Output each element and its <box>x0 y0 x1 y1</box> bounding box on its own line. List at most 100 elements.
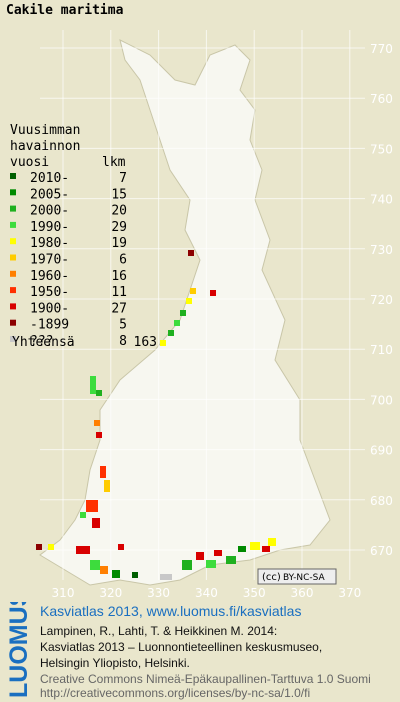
occurrence <box>180 310 186 316</box>
north-label: 740 <box>370 193 393 207</box>
east-label: 370 <box>338 586 361 600</box>
east-label: 350 <box>243 586 266 600</box>
legend-count: 29 <box>111 220 127 235</box>
footer-citation: Lampinen, R., Lahti, T. & Heikkinen M. 2… <box>40 623 322 671</box>
occurrence <box>206 560 216 568</box>
legend-label: 1980- <box>30 236 69 251</box>
license-badge: (cc) BY-NC-SA <box>257 568 337 585</box>
occurrence <box>104 480 110 492</box>
occurrence <box>210 290 216 296</box>
east-label: 310 <box>52 586 75 600</box>
occurrence <box>160 340 166 346</box>
legend-swatch <box>10 173 16 179</box>
legend-swatch <box>10 270 16 277</box>
occurrence <box>262 546 270 552</box>
occurrence <box>132 572 138 578</box>
occurrence <box>160 574 172 580</box>
occurrence <box>92 518 100 528</box>
legend-swatch <box>10 189 16 196</box>
legend-swatch <box>10 205 16 212</box>
legend-heading: havainnon <box>10 139 80 154</box>
badge-cc: (cc) <box>262 572 281 583</box>
east-label: 340 <box>195 586 218 600</box>
license-line: http://creativecommons.org/licenses/by-n… <box>40 686 311 700</box>
occurrence <box>48 544 54 550</box>
north-label: 680 <box>370 494 393 508</box>
east-label: 360 <box>291 586 314 600</box>
luomus-logo: LUOMUS <box>5 602 33 698</box>
east-label: 330 <box>147 586 170 600</box>
legend-swatch <box>10 336 16 342</box>
species-title: Cakile maritima <box>6 3 124 18</box>
legend-count: 16 <box>111 269 127 284</box>
legend-label: 1960- <box>30 269 69 284</box>
citation-line: Helsingin Yliopisto, Helsinki. <box>40 656 190 670</box>
north-label: 730 <box>370 243 393 257</box>
occurrence <box>186 298 192 304</box>
east-label: 320 <box>99 586 122 600</box>
legend-swatch <box>10 319 16 326</box>
citation-line: Lampinen, R., Lahti, T. & Heikkinen M. 2… <box>40 624 278 638</box>
footer-license: Creative Commons Nimeä-Epäkaupallinen-Ta… <box>40 672 371 700</box>
occurrence <box>118 544 124 550</box>
legend-count: 8 <box>119 334 127 349</box>
occurrence <box>80 512 86 518</box>
occurrence <box>268 538 276 546</box>
north-label: 760 <box>370 92 393 106</box>
legend-swatch <box>10 303 16 310</box>
north-label: 710 <box>370 343 393 357</box>
legend-count: 11 <box>111 285 127 300</box>
occurrence <box>94 420 100 426</box>
north-label: 720 <box>370 293 393 307</box>
footer-headline: Kasviatlas 2013, www.luomus.fi/kasviatla… <box>40 603 302 619</box>
occurrence <box>214 550 222 556</box>
occurrence <box>100 566 108 574</box>
occurrence-squares <box>36 250 276 580</box>
legend-total-label: Yhteensä <box>12 335 75 350</box>
north-label: 750 <box>370 142 393 156</box>
citation-line: Kasviatlas 2013 – Luonnontieteellinen ke… <box>40 640 323 654</box>
occurrence <box>226 556 236 564</box>
legend-label: 1970- <box>30 253 69 268</box>
occurrence <box>76 546 90 554</box>
occurrence <box>190 288 196 294</box>
legend-label: 2010- <box>30 171 69 186</box>
badge-terms: BY-NC-SA <box>283 573 326 583</box>
legend-column: vuosi <box>10 155 49 170</box>
badge-frame <box>257 568 337 585</box>
legend-count: 15 <box>111 187 127 202</box>
legend-count: 6 <box>119 253 127 268</box>
north-label: 700 <box>370 393 393 407</box>
legend-swatch <box>10 238 16 245</box>
occurrence <box>36 544 42 550</box>
legend-label: 1990- <box>30 220 69 235</box>
occurrence <box>96 432 102 438</box>
legend-count: 19 <box>111 236 127 251</box>
legend-label: ??? <box>30 334 53 349</box>
occurrence <box>86 500 98 512</box>
occurrence <box>90 376 96 394</box>
occurrence <box>90 560 100 570</box>
occurrence <box>196 552 204 560</box>
logo: LUOMUS <box>5 602 33 698</box>
legend-label: 2005- <box>30 187 69 202</box>
occurrence <box>96 390 102 396</box>
legend-label: 2000- <box>30 204 69 219</box>
occurrence <box>188 250 194 256</box>
occurrence <box>168 330 174 336</box>
legend-count: 20 <box>111 204 127 219</box>
legend-heading: Vuusimman <box>10 123 80 138</box>
legend-count: 27 <box>111 301 127 316</box>
legend-count: 5 <box>119 318 127 333</box>
legend-label: 1900- <box>30 301 69 316</box>
north-label: 770 <box>370 42 393 56</box>
north-label: 690 <box>370 444 393 458</box>
legend-swatch <box>10 287 16 294</box>
legend-swatch <box>10 254 16 261</box>
occurrence <box>182 560 192 570</box>
occurrence <box>174 320 180 326</box>
occurrence <box>250 542 260 550</box>
legend-label: 1950- <box>30 285 69 300</box>
